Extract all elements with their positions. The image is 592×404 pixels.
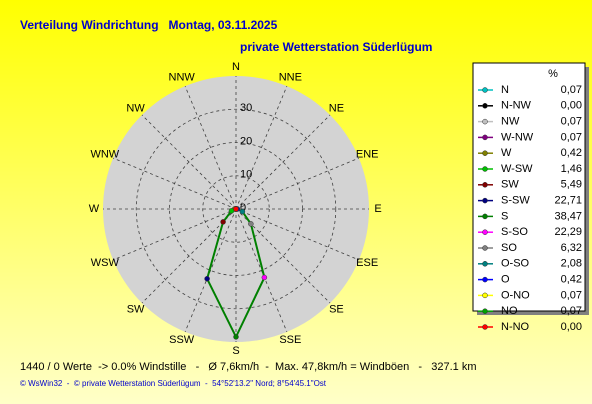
- axis-label: S: [232, 345, 239, 357]
- axis-label: NNW: [169, 72, 196, 84]
- legend-marker: [482, 103, 488, 109]
- legend-value: 0,07: [561, 305, 582, 317]
- data-point: [233, 334, 239, 340]
- legend-value: 22,71: [554, 195, 582, 207]
- data-point: [239, 208, 246, 215]
- data-point: [248, 221, 254, 227]
- legend-marker: [482, 213, 488, 220]
- legend-name: W: [501, 147, 512, 159]
- axis-label: SE: [329, 303, 344, 315]
- legend-value: 2,08: [561, 258, 582, 270]
- legend-marker: [482, 308, 488, 314]
- legend-name: W-NW: [501, 131, 534, 143]
- grid-spoke: [141, 208, 237, 304]
- grid-spoke: [235, 157, 360, 210]
- data-point: [261, 274, 268, 281]
- axis-label: SW: [127, 303, 145, 315]
- data-point: [204, 276, 210, 282]
- grid-spoke: [235, 114, 331, 210]
- legend-name: O-SO: [501, 258, 530, 270]
- grid-spoke: [112, 208, 237, 261]
- axis-label: SSE: [279, 334, 301, 346]
- legend-marker: [482, 134, 488, 141]
- legend-marker: [482, 324, 488, 330]
- legend-name: O-NO: [501, 289, 530, 301]
- grid-ring: [202, 175, 270, 243]
- legend-value: 22,29: [554, 226, 582, 238]
- legend-name: N-NO: [501, 321, 530, 333]
- legend-value: 0,07: [561, 289, 582, 301]
- legend-name: NW: [501, 116, 520, 128]
- axis-label: ESE: [356, 257, 378, 269]
- grid-ring: [135, 108, 337, 310]
- legend-marker: [482, 261, 488, 267]
- axis-label: SSW: [169, 334, 195, 346]
- chart-subtitle: private Wetterstation Süderlügum: [240, 40, 432, 54]
- legend-marker: [482, 197, 488, 204]
- legend-name: S-SO: [501, 226, 528, 238]
- data-point: [220, 219, 226, 225]
- r-tick-label: 30: [240, 102, 252, 114]
- legend-name: NO: [501, 305, 518, 317]
- grid-spoke: [235, 208, 288, 333]
- axis-label: NE: [329, 102, 344, 114]
- grid-spoke: [235, 208, 360, 261]
- r-tick-label: 0: [240, 202, 246, 214]
- legend-value: 38,47: [554, 210, 582, 222]
- legend-marker: [482, 118, 488, 125]
- legend-value: 5,49: [561, 179, 582, 191]
- legend-name: SO: [501, 242, 517, 254]
- axis-label: N: [232, 61, 240, 73]
- axis-label: E: [374, 203, 381, 215]
- axis-label: W: [89, 203, 100, 215]
- legend-value: 0,07: [561, 116, 582, 128]
- grid-spoke: [235, 208, 331, 304]
- legend-value: 0,00: [561, 321, 582, 333]
- legend-value: 1,46: [561, 163, 582, 175]
- footer: 1440 / 0 Werte -> 0.0% Windstille - Ø 7,…: [20, 361, 476, 373]
- axis-label: NW: [126, 102, 145, 114]
- legend-name: SW: [501, 179, 519, 191]
- legend-value: 0,00: [561, 100, 582, 112]
- axis-label: NNE: [279, 72, 302, 84]
- legend-name: W-SW: [501, 163, 533, 175]
- legend-name: S: [501, 210, 508, 222]
- legend-name: O: [501, 274, 510, 286]
- copyright: © WsWin32 - © private Wetterstation Süde…: [20, 379, 327, 388]
- legend-value: 0,42: [561, 274, 582, 286]
- legend-value: 6,32: [561, 242, 582, 254]
- legend-name: N-NW: [501, 100, 532, 112]
- legend-value: 0,42: [561, 147, 582, 159]
- legend-marker: [482, 292, 488, 299]
- grid-spoke: [141, 114, 237, 210]
- grid-spoke: [184, 85, 237, 210]
- legend-marker: [482, 229, 488, 235]
- legend-marker: [482, 150, 488, 156]
- legend-marker: [482, 166, 488, 172]
- grid-spoke: [235, 85, 288, 210]
- r-tick-label: 10: [240, 169, 252, 181]
- legend-value: 0,07: [561, 131, 582, 143]
- axis-label: WNW: [90, 149, 119, 161]
- grid-spoke: [112, 157, 237, 210]
- legend-name: N: [501, 84, 509, 96]
- legend-name: S-SW: [501, 195, 530, 207]
- legend-marker: [482, 182, 488, 188]
- legend-marker: [482, 245, 488, 251]
- chart-title: Verteilung Windrichtung Montag, 03.11.20…: [20, 18, 278, 32]
- legend-marker: [482, 87, 488, 93]
- grid-spoke: [184, 208, 237, 333]
- legend: [472, 62, 586, 312]
- legend-header: %: [548, 68, 558, 80]
- data-point: [233, 206, 239, 212]
- legend-value: 0,07: [561, 84, 582, 96]
- legend-marker: [482, 276, 488, 283]
- r-tick-label: 20: [240, 135, 252, 147]
- axis-label: ENE: [356, 149, 379, 161]
- axis-label: WSW: [91, 257, 120, 269]
